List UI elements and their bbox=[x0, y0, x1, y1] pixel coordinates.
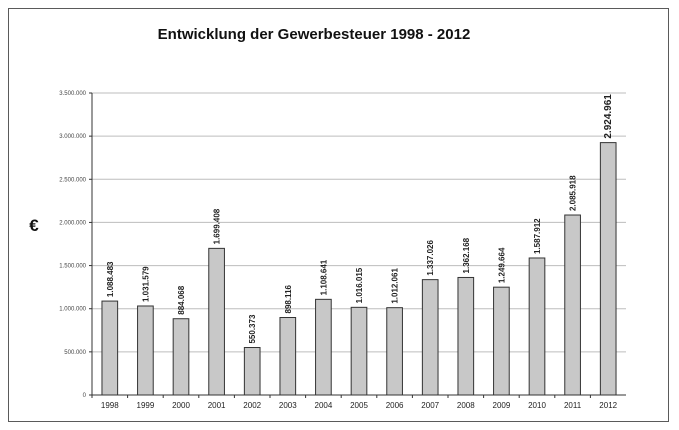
x-tick-label-2009: 2009 bbox=[493, 401, 511, 410]
x-axis-ticks: 1998 1999 2000 2001 2002 2003 2004 2005 2006 2007… bbox=[91, 395, 618, 410]
x-tick-label-2002: 2002 bbox=[243, 401, 261, 410]
data-label-2011: 2.085.918 bbox=[569, 175, 578, 211]
data-label-2002: 550.373 bbox=[248, 314, 257, 343]
data-label-2006: 1.012.061 bbox=[391, 268, 400, 304]
x-tick-label-2004: 2004 bbox=[315, 401, 333, 410]
x-tick-label-2008: 2008 bbox=[457, 401, 475, 410]
y-tick-label: 500.000 bbox=[64, 350, 86, 356]
data-label-2010: 1.587.912 bbox=[533, 218, 542, 254]
data-label-2012: 2.924.961 bbox=[603, 94, 614, 139]
bar-2009 bbox=[493, 286, 510, 396]
bar-1998 bbox=[101, 300, 119, 396]
y-tick-label: 3.500.000 bbox=[59, 91, 86, 97]
bar-2008 bbox=[457, 276, 475, 396]
x-tick-label-1999: 1999 bbox=[137, 401, 155, 410]
chart-frame: Entwicklung der Gewerbesteuer 1998 - 201… bbox=[8, 8, 669, 422]
y-axis-label: € bbox=[29, 216, 39, 235]
x-tick-label-2011: 2011 bbox=[564, 401, 582, 410]
y-tick-label: 2.000.000 bbox=[59, 220, 86, 226]
bar-2003 bbox=[279, 317, 297, 396]
y-tick-label: 3.000.000 bbox=[59, 134, 86, 140]
data-labels: 1.088.483 1.031.579 884.068 1.699.408 550.37… bbox=[106, 94, 614, 344]
x-tick-label-2010: 2010 bbox=[528, 401, 546, 410]
data-label-2003: 898.116 bbox=[284, 284, 293, 313]
y-tick-label: 0 bbox=[83, 393, 87, 399]
data-label-2000: 884.068 bbox=[177, 285, 186, 314]
data-label-2009: 1.249.664 bbox=[497, 247, 506, 283]
y-axis-ticks: 0 500.000 1.000.000 1.500.000 2.000.000 2.500… bbox=[59, 91, 86, 399]
data-label-2004: 1.108.641 bbox=[319, 259, 328, 295]
data-label-1999: 1.031.579 bbox=[141, 266, 150, 302]
bar-2000 bbox=[172, 318, 190, 396]
x-tick-label-2012: 2012 bbox=[599, 401, 617, 410]
bar-2007 bbox=[421, 279, 439, 396]
data-label-2007: 1.337.026 bbox=[426, 239, 435, 275]
x-tick-label-2003: 2003 bbox=[279, 401, 297, 410]
bar-chart: Entwicklung der Gewerbesteuer 1998 - 201… bbox=[29, 26, 626, 410]
data-label-1998: 1.088.483 bbox=[106, 261, 115, 297]
y-tick-label: 1.000.000 bbox=[59, 307, 86, 313]
x-tick-label-2000: 2000 bbox=[172, 401, 190, 410]
bar-2002 bbox=[243, 347, 261, 396]
chart-title: Entwicklung der Gewerbesteuer 1998 - 201… bbox=[158, 26, 471, 43]
bar-2001 bbox=[208, 247, 225, 396]
bar-2010 bbox=[528, 257, 546, 396]
bar-2006 bbox=[386, 307, 403, 396]
x-tick-label-2007: 2007 bbox=[421, 401, 439, 410]
data-label-2001: 1.699.408 bbox=[213, 208, 222, 244]
x-tick-label-2001: 2001 bbox=[208, 401, 226, 410]
bar-2004 bbox=[315, 298, 332, 396]
bar-2005 bbox=[350, 306, 368, 396]
bar-2011 bbox=[564, 214, 581, 396]
x-tick-label-1998: 1998 bbox=[101, 401, 119, 410]
x-tick-label-2006: 2006 bbox=[386, 401, 404, 410]
data-label-2005: 1.016.015 bbox=[355, 267, 364, 303]
y-tick-label: 2.500.000 bbox=[59, 177, 86, 183]
bar-1999 bbox=[137, 305, 154, 396]
y-tick-label: 1.500.000 bbox=[59, 264, 86, 270]
data-label-2008: 1.362.168 bbox=[462, 237, 471, 273]
bar-2012 bbox=[599, 142, 617, 396]
x-tick-label-2005: 2005 bbox=[350, 401, 368, 410]
